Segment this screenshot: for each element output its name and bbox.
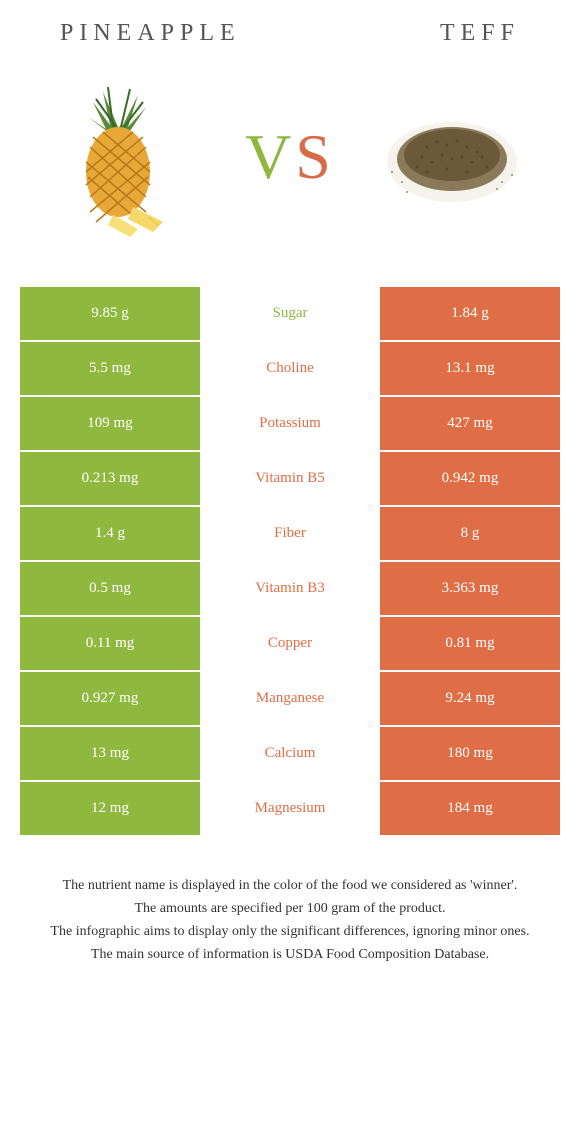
table-row: 13 mgCalcium180 mg	[20, 727, 560, 780]
pineapple-image	[48, 77, 208, 237]
footer-line: The infographic aims to display only the…	[30, 921, 550, 942]
left-value: 5.5 mg	[20, 342, 200, 395]
right-value: 8 g	[380, 507, 560, 560]
footer-line: The amounts are specified per 100 gram o…	[30, 898, 550, 919]
right-value: 180 mg	[380, 727, 560, 780]
right-value: 0.81 mg	[380, 617, 560, 670]
right-value: 427 mg	[380, 397, 560, 450]
nutrient-name: Copper	[200, 617, 380, 670]
nutrient-name: Vitamin B3	[200, 562, 380, 615]
table-row: 5.5 mgCholine13.1 mg	[20, 342, 560, 395]
left-value: 12 mg	[20, 782, 200, 835]
right-value: 9.24 mg	[380, 672, 560, 725]
right-value: 13.1 mg	[380, 342, 560, 395]
table-row: 9.85 gSugar1.84 g	[20, 287, 560, 340]
table-row: 0.927 mgManganese9.24 mg	[20, 672, 560, 725]
table-row: 0.213 mgVitamin B50.942 mg	[20, 452, 560, 505]
footer-line: The nutrient name is displayed in the co…	[30, 875, 550, 896]
food-title-right: Teff	[440, 20, 520, 47]
left-value: 9.85 g	[20, 287, 200, 340]
nutrient-name: Vitamin B5	[200, 452, 380, 505]
vs-s: S	[295, 121, 335, 192]
left-value: 0.11 mg	[20, 617, 200, 670]
nutrient-name: Choline	[200, 342, 380, 395]
left-value: 0.927 mg	[20, 672, 200, 725]
header: PINEAPPLE Teff	[0, 20, 580, 47]
table-row: 12 mgMagnesium184 mg	[20, 782, 560, 835]
table-row: 0.11 mgCopper0.81 mg	[20, 617, 560, 670]
nutrient-name: Manganese	[200, 672, 380, 725]
left-value: 0.213 mg	[20, 452, 200, 505]
pineapple-icon	[58, 77, 198, 237]
nutrient-name: Potassium	[200, 397, 380, 450]
left-value: 1.4 g	[20, 507, 200, 560]
table-row: 109 mgPotassium427 mg	[20, 397, 560, 450]
footer-line: The main source of information is USDA F…	[30, 944, 550, 965]
footer-notes: The nutrient name is displayed in the co…	[30, 875, 550, 965]
table-row: 0.5 mgVitamin B33.363 mg	[20, 562, 560, 615]
teff-icon	[377, 97, 527, 217]
vs-v: V	[245, 121, 295, 192]
images-row: VS	[0, 67, 580, 247]
right-value: 0.942 mg	[380, 452, 560, 505]
left-value: 13 mg	[20, 727, 200, 780]
right-value: 184 mg	[380, 782, 560, 835]
left-value: 0.5 mg	[20, 562, 200, 615]
vs-label: VS	[245, 120, 335, 194]
nutrient-name: Magnesium	[200, 782, 380, 835]
right-value: 3.363 mg	[380, 562, 560, 615]
nutrient-name: Sugar	[200, 287, 380, 340]
left-value: 109 mg	[20, 397, 200, 450]
nutrient-name: Fiber	[200, 507, 380, 560]
right-value: 1.84 g	[380, 287, 560, 340]
table-row: 1.4 gFiber8 g	[20, 507, 560, 560]
teff-image	[372, 77, 532, 237]
food-title-left: PINEAPPLE	[60, 20, 241, 47]
nutrient-table: 9.85 gSugar1.84 g5.5 mgCholine13.1 mg109…	[20, 287, 560, 835]
nutrient-name: Calcium	[200, 727, 380, 780]
